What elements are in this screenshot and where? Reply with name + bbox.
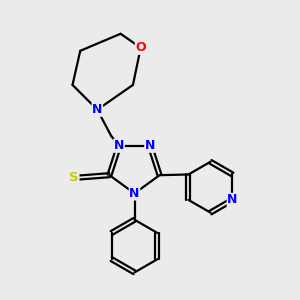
Text: N: N xyxy=(227,194,238,206)
Text: N: N xyxy=(129,187,140,200)
Text: N: N xyxy=(114,139,124,152)
Text: N: N xyxy=(145,139,155,152)
Text: S: S xyxy=(69,171,79,184)
Text: O: O xyxy=(135,41,146,54)
Text: N: N xyxy=(92,103,103,116)
